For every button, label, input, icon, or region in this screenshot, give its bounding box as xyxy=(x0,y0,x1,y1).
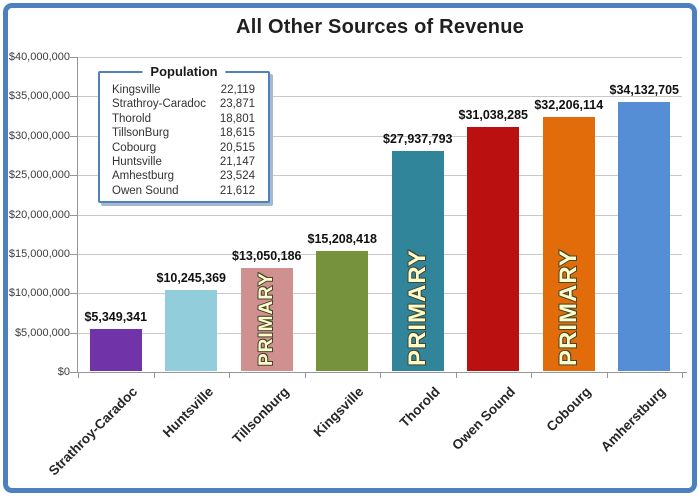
x-tick-mark xyxy=(380,373,381,378)
legend-population-value: 20,515 xyxy=(219,141,255,154)
bar-thorold[interactable]: PRIMARY xyxy=(391,151,444,371)
bar-value-label: $31,038,285 xyxy=(458,107,529,122)
x-tick-mark xyxy=(455,373,457,378)
legend-row: Amhestburg 23,524 xyxy=(100,169,268,183)
bar-owen-sound[interactable] xyxy=(467,126,520,371)
bar-value-label: $34,132,705 xyxy=(609,83,680,98)
bar-slot-owen-sound: $31,038,285 xyxy=(456,57,532,372)
legend-title: Population xyxy=(142,64,226,79)
bar-huntsville[interactable] xyxy=(165,290,218,371)
y-tick-mark xyxy=(70,135,78,137)
x-tick-mark xyxy=(606,373,608,378)
primary-overlay-label: PRIMARY xyxy=(255,271,278,367)
bar-tillsonburg[interactable]: PRIMARY xyxy=(240,268,293,371)
bar-slot-kingsville: $15,208,418 xyxy=(305,57,381,372)
y-tick-label: $0 xyxy=(57,366,70,378)
legend-population-value: 21,612 xyxy=(219,184,255,197)
legend-row: Strathroy-Caradoc 23,871 xyxy=(100,97,268,111)
bar-value-label: $13,050,186 xyxy=(231,249,302,264)
x-tick-mark xyxy=(78,373,79,378)
legend-population-value: 23,871 xyxy=(219,98,255,111)
gridline xyxy=(78,214,682,216)
bar-value-label: $10,245,369 xyxy=(156,271,227,286)
bar-strathroy-caradoc[interactable] xyxy=(89,328,142,371)
bar-value-label: $27,937,793 xyxy=(382,132,453,146)
y-tick-mark xyxy=(70,96,78,98)
legend-municipality-name: TillsonBurg xyxy=(112,127,170,140)
gridline xyxy=(78,175,682,177)
y-tick-label: $25,000,000 xyxy=(8,169,70,182)
y-tick-mark xyxy=(70,372,78,373)
gridline xyxy=(78,332,682,334)
bar-slot-huntsville: $10,245,369 xyxy=(154,57,230,372)
y-tick-label: $5,000,000 xyxy=(14,326,70,339)
legend-row: Kingsville 22,119 xyxy=(100,83,268,97)
legend-row: TillsonBurg 18,615 xyxy=(100,126,268,140)
y-tick-label: $30,000,000 xyxy=(8,129,70,142)
bar-value-label: $5,349,341 xyxy=(84,309,148,324)
legend-municipality-name: Amhestburg xyxy=(112,170,175,183)
legend-row: Owen Sound 21,612 xyxy=(100,184,268,198)
y-tick-label: $35,000,000 xyxy=(8,90,70,103)
legend-row: Thorold 18,801 xyxy=(100,112,268,126)
x-axis-line xyxy=(77,372,688,373)
y-tick-label: $10,000,000 xyxy=(8,287,70,300)
y-tick-label: $20,000,000 xyxy=(8,208,70,221)
y-tick-label: $15,000,000 xyxy=(8,247,70,260)
bar-slot-tillsonburg: PRIMARY $13,050,186 xyxy=(229,57,305,372)
x-tick-mark xyxy=(229,373,230,378)
y-tick-mark xyxy=(70,332,78,334)
gridline xyxy=(78,293,682,295)
population-legend-box[interactable]: Population Kingsville 22,119 Strathroy-Car… xyxy=(98,64,270,203)
legend-row: Huntsville 21,147 xyxy=(100,155,268,169)
bar-slot-amherstburg: $34,132,705 xyxy=(607,57,683,372)
legend-municipality-name: Thorold xyxy=(112,112,151,125)
bar-cobourg[interactable]: PRIMARY xyxy=(542,117,595,371)
y-tick-label: $40,000,000 xyxy=(8,51,70,63)
primary-overlay-label: PRIMARY xyxy=(554,248,583,367)
y-tick-mark xyxy=(70,293,78,295)
x-tick-mark xyxy=(153,373,155,378)
bar-value-label: $32,206,114 xyxy=(534,98,604,113)
legend-population-value: 18,615 xyxy=(219,127,255,140)
y-tick-mark xyxy=(70,175,78,177)
bar-value-label: $15,208,418 xyxy=(307,232,378,247)
gridline xyxy=(78,57,682,58)
legend-population-value: 22,119 xyxy=(220,84,255,96)
bar-slot-cobourg: PRIMARY $32,206,114 xyxy=(531,57,607,372)
gridline xyxy=(78,96,682,98)
legend-municipality-name: Kingsville xyxy=(112,84,161,96)
legend-population-value: 21,147 xyxy=(219,156,255,169)
gridline xyxy=(78,135,682,137)
plot-area: $5,349,341 $10,245,369 PRIMARY $13,050,186 $… xyxy=(70,57,688,378)
legend-municipality-name: Owen Sound xyxy=(112,184,179,197)
primary-overlay-label: PRIMARY xyxy=(403,248,432,367)
y-tick-mark xyxy=(70,214,78,216)
bar-amherstburg[interactable] xyxy=(618,102,671,371)
x-tick-mark xyxy=(531,373,532,378)
gridline xyxy=(78,253,682,255)
legend-population-value: 23,524 xyxy=(219,170,255,183)
y-tick-mark xyxy=(70,253,78,255)
legend-population-value: 18,801 xyxy=(219,112,255,125)
bar-slot-thorold: PRIMARY $27,937,793 xyxy=(380,57,456,372)
chart-title: All Other Sources of Revenue xyxy=(236,16,524,38)
bar-slot-strathroy-caradoc: $5,349,341 xyxy=(78,57,154,372)
legend-row: Cobourg 20,515 xyxy=(100,141,268,155)
bar-kingsville[interactable] xyxy=(316,251,369,371)
x-tick-mark xyxy=(304,373,306,378)
legend-municipality-name: Huntsville xyxy=(112,156,162,169)
x-tick-mark xyxy=(682,373,683,378)
legend-municipality-name: Cobourg xyxy=(112,141,157,154)
legend-rows: Kingsville 22,119 Strathroy-Caradoc 23,871 T… xyxy=(100,83,268,198)
legend-municipality-name: Strathroy-Caradoc xyxy=(112,98,206,111)
y-tick-mark xyxy=(70,57,78,58)
